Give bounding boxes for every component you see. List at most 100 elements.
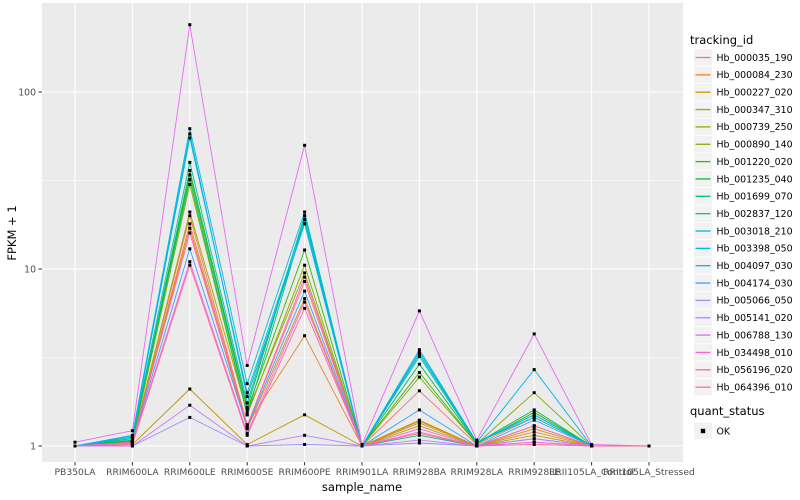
legend-label: Hb_004174_030 — [717, 278, 793, 289]
data-point — [245, 413, 249, 417]
data-point — [417, 408, 421, 412]
data-point — [475, 444, 479, 448]
data-point — [130, 433, 134, 437]
data-point — [475, 438, 479, 442]
data-point — [245, 444, 249, 448]
data-point — [188, 214, 192, 218]
data-point — [303, 263, 307, 267]
legend-item: Hb_034498_010 — [694, 344, 793, 361]
legend-item: Hb_001220_020 — [694, 153, 793, 170]
legend-label: Hb_000347_310 — [717, 105, 793, 116]
data-point — [188, 160, 192, 164]
data-point — [188, 173, 192, 177]
data-point — [188, 415, 192, 419]
legend-item: Hb_001235_040 — [694, 170, 793, 188]
data-point — [532, 440, 536, 444]
data-point — [475, 440, 479, 444]
data-point — [245, 401, 249, 405]
data-point — [417, 419, 421, 423]
legend-item: Hb_003398_050 — [694, 240, 793, 257]
legend-label: Hb_001699_070 — [717, 192, 793, 203]
data-point — [532, 443, 536, 446]
legend-item: Hb_064396_010 — [694, 378, 793, 396]
legend-item: Hb_000084_230 — [694, 66, 793, 84]
x-tick-label: RRIM928LE — [508, 467, 560, 478]
data-point — [245, 406, 249, 409]
data-point — [303, 306, 307, 310]
data-points — [73, 23, 651, 448]
data-point — [188, 222, 192, 226]
legend-label: Hb_005141_020 — [717, 313, 793, 324]
data-point — [188, 132, 192, 136]
data-point — [303, 210, 307, 214]
data-point — [245, 408, 249, 412]
legend-label: Hb_003398_050 — [717, 244, 793, 255]
data-point — [188, 183, 192, 186]
data-point — [245, 395, 249, 399]
data-point — [73, 440, 77, 444]
data-point — [303, 248, 307, 252]
x-tick-label: PB350LA — [55, 467, 97, 478]
data-point — [417, 438, 421, 442]
data-point — [188, 169, 192, 172]
data-point — [417, 375, 421, 379]
data-point — [532, 437, 536, 441]
x-tick-label: RRIM928LA — [451, 467, 504, 478]
data-point — [532, 410, 536, 414]
data-point — [188, 231, 192, 235]
data-point — [590, 444, 594, 448]
data-point — [303, 214, 307, 218]
data-point — [532, 408, 536, 412]
data-point — [417, 433, 421, 437]
data-point — [303, 289, 307, 293]
data-point — [417, 352, 421, 356]
legend-title-tracking-id: tracking_id — [690, 33, 753, 47]
data-point — [130, 435, 134, 439]
data-point — [647, 444, 651, 448]
legend-item: Hb_003018_210 — [694, 222, 793, 240]
data-point — [417, 389, 421, 393]
data-point — [188, 260, 192, 264]
data-point — [532, 415, 536, 419]
legend-item-quant-status: OK — [694, 422, 731, 440]
data-point — [303, 218, 307, 222]
y-tick-label: 100 — [18, 87, 36, 98]
x-axis-title: sample_name — [322, 480, 402, 494]
legend-item: Hb_005141_020 — [694, 309, 793, 326]
legend-label: Hb_001220_020 — [717, 157, 793, 168]
data-point — [188, 387, 192, 391]
data-point — [532, 413, 536, 417]
legend-item: Hb_000227_020 — [694, 83, 793, 101]
legend-label: Hb_004097_030 — [717, 261, 793, 272]
data-point — [188, 136, 192, 140]
legend-label: Hb_006788_130 — [717, 330, 793, 341]
legend-item: Hb_005066_050 — [694, 292, 793, 309]
data-point — [417, 355, 421, 359]
data-point — [303, 275, 307, 279]
data-point — [532, 424, 536, 428]
data-point — [417, 441, 421, 445]
data-point — [417, 427, 421, 431]
y-axis-title: FPKM + 1 — [5, 205, 19, 260]
data-point — [245, 433, 249, 437]
legend-label: Hb_034498_010 — [717, 348, 793, 359]
data-point — [188, 247, 192, 251]
data-point — [245, 431, 249, 435]
legend-label: Hb_001235_040 — [717, 174, 793, 185]
data-point — [417, 309, 421, 313]
x-tick-label: RRIM928BA — [393, 467, 447, 478]
data-point — [303, 433, 307, 437]
x-tick-label: RRIM600LA — [106, 467, 159, 478]
x-tick-label: RRIM600LE — [164, 467, 216, 478]
data-point — [417, 424, 421, 428]
data-point — [188, 210, 192, 214]
data-point — [245, 410, 249, 414]
data-point — [303, 271, 307, 275]
data-point — [303, 443, 307, 446]
data-point — [188, 127, 192, 131]
legend-label: Hb_056196_020 — [717, 365, 793, 376]
legend-item: Hb_002837_120 — [694, 205, 793, 222]
data-point — [417, 431, 421, 435]
legend-label: Hb_002837_120 — [717, 209, 793, 220]
